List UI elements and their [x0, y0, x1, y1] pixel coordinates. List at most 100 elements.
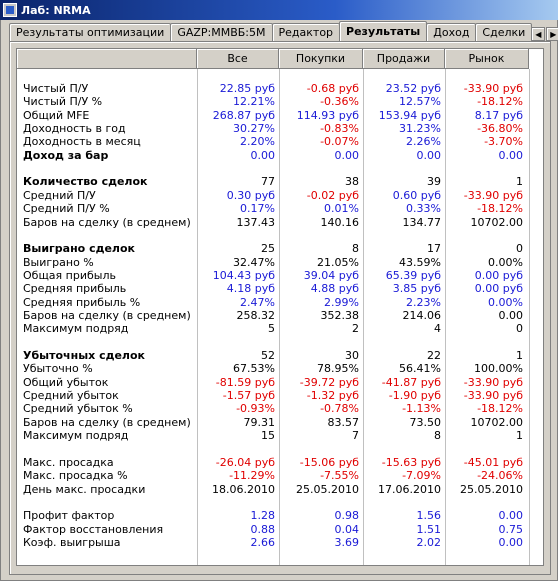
- table-row: Убыточных сделок 52 30 22 1: [17, 349, 545, 362]
- cell-value: 12.21%: [233, 95, 275, 109]
- cell-value: 5: [268, 322, 275, 336]
- tab-editor[interactable]: Редактор: [271, 23, 341, 41]
- header-market[interactable]: Рынок: [445, 49, 529, 69]
- header-buys[interactable]: Покупки: [279, 49, 363, 69]
- cell-value: 153.94 руб: [378, 108, 441, 122]
- cell-value: 7: [352, 429, 359, 443]
- table-row: Чистый П/У % 12.21% -0.36% 12.57% -18.12%: [17, 95, 545, 108]
- cell-value: -18.12%: [477, 402, 523, 416]
- table-row: Средняя прибыль 4.18 руб 4.88 руб 3.85 руб 0…: [17, 282, 545, 295]
- scroll-left-icon[interactable]: ◀: [531, 27, 546, 41]
- cell-value: 0.17%: [240, 202, 275, 216]
- table-row: Выиграно сделок 25 8 17 0: [17, 242, 545, 255]
- cell-value: 21.05%: [317, 255, 359, 269]
- cell-value: 0.00: [334, 148, 360, 162]
- cell-value: 100.00%: [474, 362, 523, 376]
- table-row: Баров на сделку (в среднем) 137.43 140.16 1…: [17, 216, 545, 229]
- cell-value: 83.57: [327, 415, 360, 429]
- cell-value: 2.99%: [324, 295, 359, 309]
- row-label: Доход за бар: [23, 148, 109, 162]
- cell-value: 134.77: [402, 215, 442, 229]
- cell-value: 30: [345, 349, 359, 362]
- table-row: Макс. просадка % -11.29% -7.55% -7.09% -24.0…: [17, 469, 545, 482]
- cell-value: 15: [261, 429, 275, 443]
- cell-value: -33.90 руб: [463, 389, 523, 403]
- cell-value: 0.30 руб: [226, 188, 275, 202]
- tab-chart-gazp[interactable]: GAZP:MMBБ:5M: [170, 23, 273, 41]
- row-label: Общий убыток: [23, 375, 109, 389]
- tab-trades[interactable]: Сделки: [475, 23, 533, 41]
- table-row: Доходность в год 30.27% -0.83% 31.23% -36.80…: [17, 122, 545, 135]
- cell-value: -0.83%: [320, 122, 359, 136]
- row-label: Выиграно сделок: [23, 242, 136, 256]
- cell-value: 8: [352, 242, 359, 256]
- cell-value: 10702.00: [470, 215, 524, 229]
- row-label: Макс. просадка %: [23, 469, 128, 483]
- header-sells[interactable]: Продажи: [363, 49, 445, 69]
- table-row: Фактор восстановления 0.88 0.04 1.51 0.75: [17, 523, 545, 536]
- cell-value: 0.98: [334, 509, 360, 523]
- scroll-right-icon[interactable]: ▶: [546, 27, 558, 41]
- row-label: Баров на сделку (в среднем): [23, 215, 191, 229]
- cell-value: 1: [516, 429, 523, 443]
- table-row: Профит фактор 1.28 0.98 1.56 0.00: [17, 509, 545, 522]
- cell-value: 2.02: [416, 535, 442, 549]
- cell-value: -33.90 руб: [463, 375, 523, 389]
- table-row: Макс. просадка -26.04 руб -15.06 руб -15.63…: [17, 456, 545, 469]
- cell-value: 17.06.2010: [378, 482, 441, 496]
- row-label: Макс. просадка: [23, 455, 114, 469]
- table-row: Средний убыток -1.57 руб -1.32 руб -1.90 ру…: [17, 389, 545, 402]
- table-row: Общий MFE 268.87 руб 114.93 руб 153.94 руб 8…: [17, 109, 545, 122]
- cell-value: -18.12%: [477, 202, 523, 216]
- window-title: Лаб: NRMA: [21, 3, 91, 17]
- cell-value: 8.17 руб: [474, 108, 523, 122]
- cell-value: -0.93%: [236, 402, 275, 416]
- cell-value: 2.23%: [406, 295, 441, 309]
- table-row: Общая прибыль 104.43 руб 39.04 руб 65.39 ру…: [17, 269, 545, 282]
- row-label: Фактор восстановления: [23, 522, 164, 536]
- row-label: Количество сделок: [23, 175, 148, 189]
- cell-value: -0.78%: [320, 402, 359, 416]
- cell-value: -7.09%: [402, 469, 441, 483]
- cell-value: 4.88 руб: [310, 282, 359, 296]
- table-row: Общий убыток -81.59 руб -39.72 руб -41.87 р…: [17, 376, 545, 389]
- cell-value: -15.63 руб: [381, 455, 441, 469]
- cell-value: 1.28: [250, 509, 276, 523]
- row-label: Средняя прибыль %: [23, 295, 141, 309]
- row-label: Максимум подряд: [23, 429, 129, 443]
- cell-value: 0.00: [498, 148, 524, 162]
- cell-value: -45.01 руб: [463, 455, 523, 469]
- row-label: Средняя прибыль: [23, 282, 127, 296]
- cell-value: 104.43 руб: [212, 268, 275, 282]
- cell-value: 1: [516, 349, 523, 362]
- tab-optimization-results[interactable]: Результаты оптимизации: [9, 23, 172, 41]
- header-blank: [17, 49, 197, 69]
- cell-value: -15.06 руб: [299, 455, 359, 469]
- cell-value: 214.06: [402, 308, 442, 322]
- cell-value: 0.00: [498, 535, 524, 549]
- row-label: Максимум подряд: [23, 322, 129, 336]
- header-all[interactable]: Все: [197, 49, 279, 69]
- table-row: Убыточно % 67.53% 78.95% 56.41% 100.00%: [17, 362, 545, 375]
- cell-value: -11.29%: [229, 469, 275, 483]
- cell-value: 38: [345, 175, 359, 189]
- table-row: [17, 336, 545, 349]
- table-row: Выиграно % 32.47% 21.05% 43.59% 0.00%: [17, 256, 545, 269]
- cell-value: 2.66: [250, 535, 276, 549]
- row-label: Доходность в месяц: [23, 135, 141, 149]
- tab-income[interactable]: Доход: [426, 23, 477, 41]
- column-separator: [445, 69, 446, 565]
- cell-value: 352.38: [320, 308, 360, 322]
- cell-value: 0.00: [498, 509, 524, 523]
- table-row: Баров на сделку (в среднем) 79.31 83.57 73.…: [17, 416, 545, 429]
- cell-value: 268.87 руб: [212, 108, 275, 122]
- cell-value: 0.00%: [488, 295, 523, 309]
- cell-value: -81.59 руб: [215, 375, 275, 389]
- table-row: Количество сделок 77 38 39 1: [17, 175, 545, 188]
- row-label: Средний убыток: [23, 389, 119, 403]
- tab-strip: Результаты оптимизации GAZP:MMBБ:5M Реда…: [9, 21, 558, 41]
- tab-results[interactable]: Результаты: [339, 21, 428, 41]
- cell-value: 2.47%: [240, 295, 275, 309]
- row-label: Убыточных сделок: [23, 349, 146, 362]
- results-grid: Все Покупки Продажи Рынок Чистый П/У 22.8…: [16, 48, 544, 566]
